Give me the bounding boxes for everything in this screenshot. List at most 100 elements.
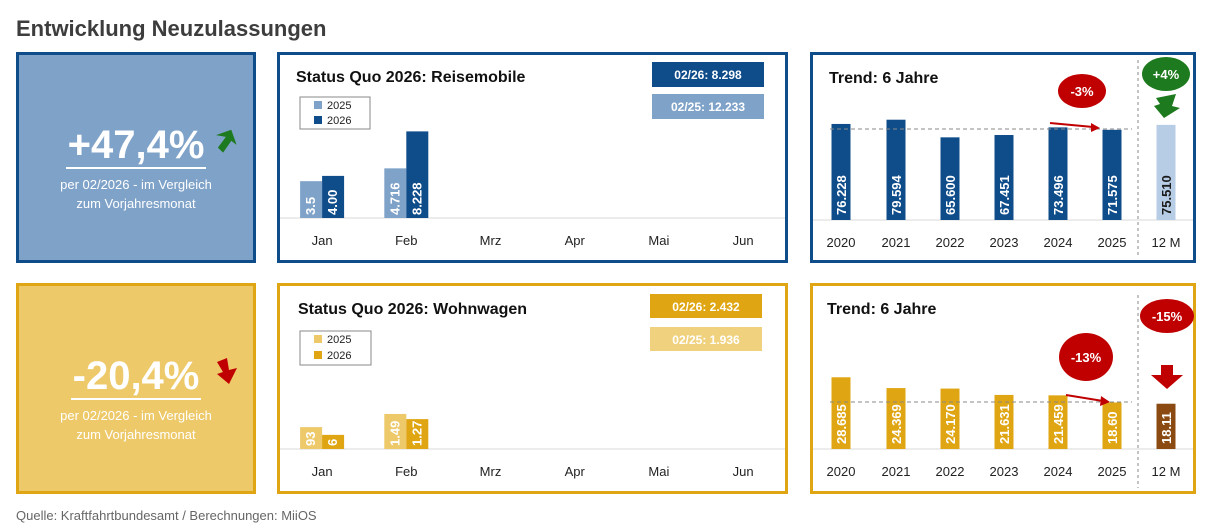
x-tick-label: 2023: [990, 464, 1019, 479]
status-chart-wohnwagen: Status Quo 2026: Wohnwagen 02/26: 2.432 …: [277, 283, 788, 494]
x-tick-label: 12 M: [1152, 235, 1181, 250]
kpi-note-line2: zum Vorjahresmonat: [76, 427, 196, 442]
x-tick-label: Mai: [648, 464, 669, 479]
x-tick-label: 2022: [936, 235, 965, 250]
legend-swatch-2026: [314, 116, 322, 124]
data-label: 24.170: [943, 404, 958, 444]
x-tick-label: 2020: [827, 464, 856, 479]
down-arrow-icon: [1151, 365, 1183, 389]
data-label: 3.5: [303, 197, 318, 215]
trend-badge-bg: [1058, 74, 1106, 108]
x-tick-label: 2023: [990, 235, 1019, 250]
x-tick-label: Jan: [312, 233, 333, 248]
bar-2022: [940, 137, 960, 220]
trend-arrow-icon: [1100, 396, 1110, 406]
data-label: 1.27: [409, 421, 424, 446]
legend-box: [299, 96, 371, 130]
legend-label-2025: 2025: [327, 334, 351, 346]
bar-2026-Feb: [406, 131, 429, 218]
trend-chart-reisemobile: Trend: 6 Jahre 76.228 2020 79.594 2021 65.60…: [810, 52, 1196, 263]
data-label: 6: [325, 439, 340, 446]
bar-group: Jan 3.5 4.00 Feb 4.716 8.228 Mrz Apr Mai Jun: [300, 131, 754, 248]
bar-2026-Jan: [322, 175, 345, 218]
data-label: 65.600: [943, 175, 958, 215]
data-label: 28.685: [834, 404, 849, 444]
x-tick-label: 2021: [882, 235, 911, 250]
legend-box: [299, 330, 372, 366]
bar-2025-Feb: [384, 168, 407, 218]
bar-2025-Jan: [300, 427, 323, 449]
badge-previous-bg: [652, 94, 764, 119]
x-tick-label: 2025: [1098, 235, 1127, 250]
bar-2020: [831, 377, 851, 449]
data-label: 75.510: [1159, 175, 1174, 215]
trend-chart-wohnwagen: Trend: 6 Jahre 28.685 2020 24.369 2021 24.17…: [810, 283, 1196, 494]
bar-2021: [886, 388, 906, 449]
page-title: Entwicklung Neuzulassungen: [16, 16, 327, 41]
legend-swatch-2025: [314, 101, 322, 109]
data-label: 93: [303, 432, 318, 446]
kpi-panel-wohnwagen: -20,4% per 02/2026 - im Vergleich zum Vo…: [16, 283, 256, 494]
legend-swatch-2025: [314, 335, 322, 343]
bar-2025-Feb: [384, 413, 407, 449]
rolling-badge: -15%: [1152, 309, 1183, 324]
x-tick-label: 2024: [1044, 235, 1073, 250]
badge-previous: 02/25: 1.936: [672, 333, 740, 347]
bar-2023: [994, 135, 1014, 220]
x-tick-label: Mai: [648, 233, 669, 248]
down-arrow-icon: [217, 358, 237, 384]
legend-label-2026: 2026: [327, 115, 351, 127]
x-tick-label: Apr: [565, 464, 586, 479]
data-label: 21.631: [997, 404, 1012, 444]
legend-label-2026: 2026: [327, 350, 351, 362]
x-tick-label: 12 M: [1152, 464, 1181, 479]
bar-2026-Jan: [322, 434, 345, 449]
chart-title: Trend: 6 Jahre: [829, 70, 938, 87]
up-arrow-icon: [216, 129, 237, 153]
trend-badge-bg: [1059, 333, 1113, 381]
data-label: 4.716: [387, 182, 402, 215]
status-chart-reisemobile: Status Quo 2026: Reisemobile 02/26: 8.29…: [277, 52, 788, 263]
x-tick-label: Feb: [395, 233, 417, 248]
bar-2026-Feb: [406, 419, 429, 449]
badge-current-bg: [652, 62, 764, 87]
bar-2024: [1048, 127, 1068, 220]
data-label: 79.594: [889, 174, 904, 215]
x-tick-label: Jun: [733, 233, 754, 248]
kpi-note-line1: per 02/2026 - im Vergleich: [60, 408, 212, 423]
bar-group: Jan 93 6 Feb 1.49 1.27 Mrz Apr Mai Jun: [300, 413, 754, 479]
rolling-badge-bg: [1142, 57, 1190, 91]
panel-frame: [277, 52, 788, 263]
data-label: 8.228: [409, 182, 424, 215]
kpi-note-line1: per 02/2026 - im Vergleich: [60, 177, 212, 192]
source-note: Quelle: Kraftfahrtbundesamt / Berechnung…: [16, 508, 317, 523]
badge-previous-bg: [650, 327, 762, 351]
rolling-badge-bg: [1140, 299, 1194, 333]
bar-group: 76.228 2020 79.594 2021 65.600 2022 67.451 2023…: [827, 119, 1181, 250]
data-label: 18.11: [1159, 412, 1174, 444]
chart-title: Trend: 6 Jahre: [827, 301, 936, 318]
data-label: 24.369: [889, 404, 904, 444]
bar-2025: [1102, 402, 1122, 449]
kpi-panel-reisemobile: +47,4% per 02/2026 - im Vergleich zum Vo…: [16, 52, 256, 263]
x-tick-label: Mrz: [480, 464, 502, 479]
x-tick-label: Apr: [565, 233, 586, 248]
data-label: 71.575: [1105, 175, 1120, 215]
kpi-note-line2: zum Vorjahresmonat: [76, 196, 196, 211]
x-tick-label: 2021: [882, 464, 911, 479]
bar-group: 28.685 2020 24.369 2021 24.170 2022 21.631 2023…: [827, 377, 1181, 479]
panel-frame: [277, 283, 788, 494]
x-tick-label: 2025: [1098, 464, 1127, 479]
data-label: 67.451: [997, 175, 1012, 215]
panel-frame: [810, 283, 1196, 494]
kpi-value: -20,4%: [70, 354, 202, 400]
chart-title: Status Quo 2026: Wohnwagen: [298, 301, 527, 318]
badge-current: 02/26: 8.298: [674, 68, 742, 82]
bar-2024: [1048, 395, 1068, 449]
bar-2020: [831, 123, 851, 220]
x-tick-label: Jan: [312, 464, 333, 479]
badge-current-bg: [650, 294, 762, 318]
bar-2021: [886, 119, 906, 220]
x-tick-label: 2024: [1044, 464, 1073, 479]
kpi-value: +47,4%: [65, 123, 207, 169]
